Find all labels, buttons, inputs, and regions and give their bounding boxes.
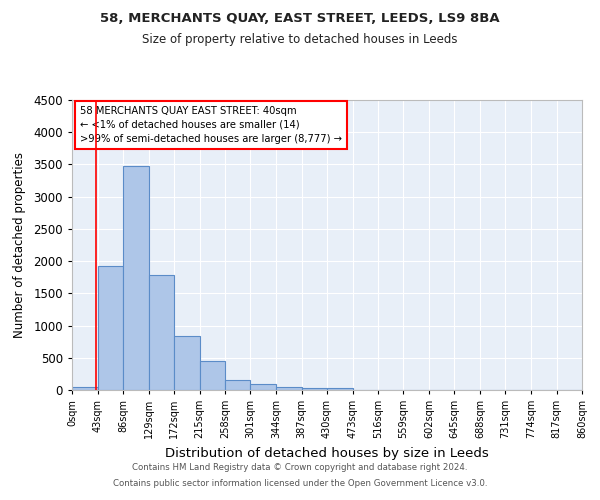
- Bar: [149, 276, 174, 390]
- Bar: [251, 384, 276, 390]
- Text: Contains HM Land Registry data © Crown copyright and database right 2024.: Contains HM Land Registry data © Crown c…: [132, 464, 468, 472]
- Bar: [199, 361, 225, 390]
- Text: Contains public sector information licensed under the Open Government Licence v3: Contains public sector information licen…: [113, 478, 487, 488]
- X-axis label: Distribution of detached houses by size in Leeds: Distribution of detached houses by size …: [165, 446, 489, 460]
- Bar: [327, 388, 353, 390]
- Bar: [225, 380, 251, 390]
- Bar: [123, 166, 149, 390]
- Text: 58, MERCHANTS QUAY, EAST STREET, LEEDS, LS9 8BA: 58, MERCHANTS QUAY, EAST STREET, LEEDS, …: [100, 12, 500, 26]
- Y-axis label: Number of detached properties: Number of detached properties: [13, 152, 26, 338]
- Bar: [174, 336, 199, 390]
- Text: 58 MERCHANTS QUAY EAST STREET: 40sqm
← <1% of detached houses are smaller (14)
>: 58 MERCHANTS QUAY EAST STREET: 40sqm ← <…: [80, 106, 341, 144]
- Bar: [302, 388, 327, 390]
- Bar: [276, 387, 302, 390]
- Bar: [72, 387, 97, 390]
- Text: Size of property relative to detached houses in Leeds: Size of property relative to detached ho…: [142, 32, 458, 46]
- Bar: [97, 266, 123, 390]
